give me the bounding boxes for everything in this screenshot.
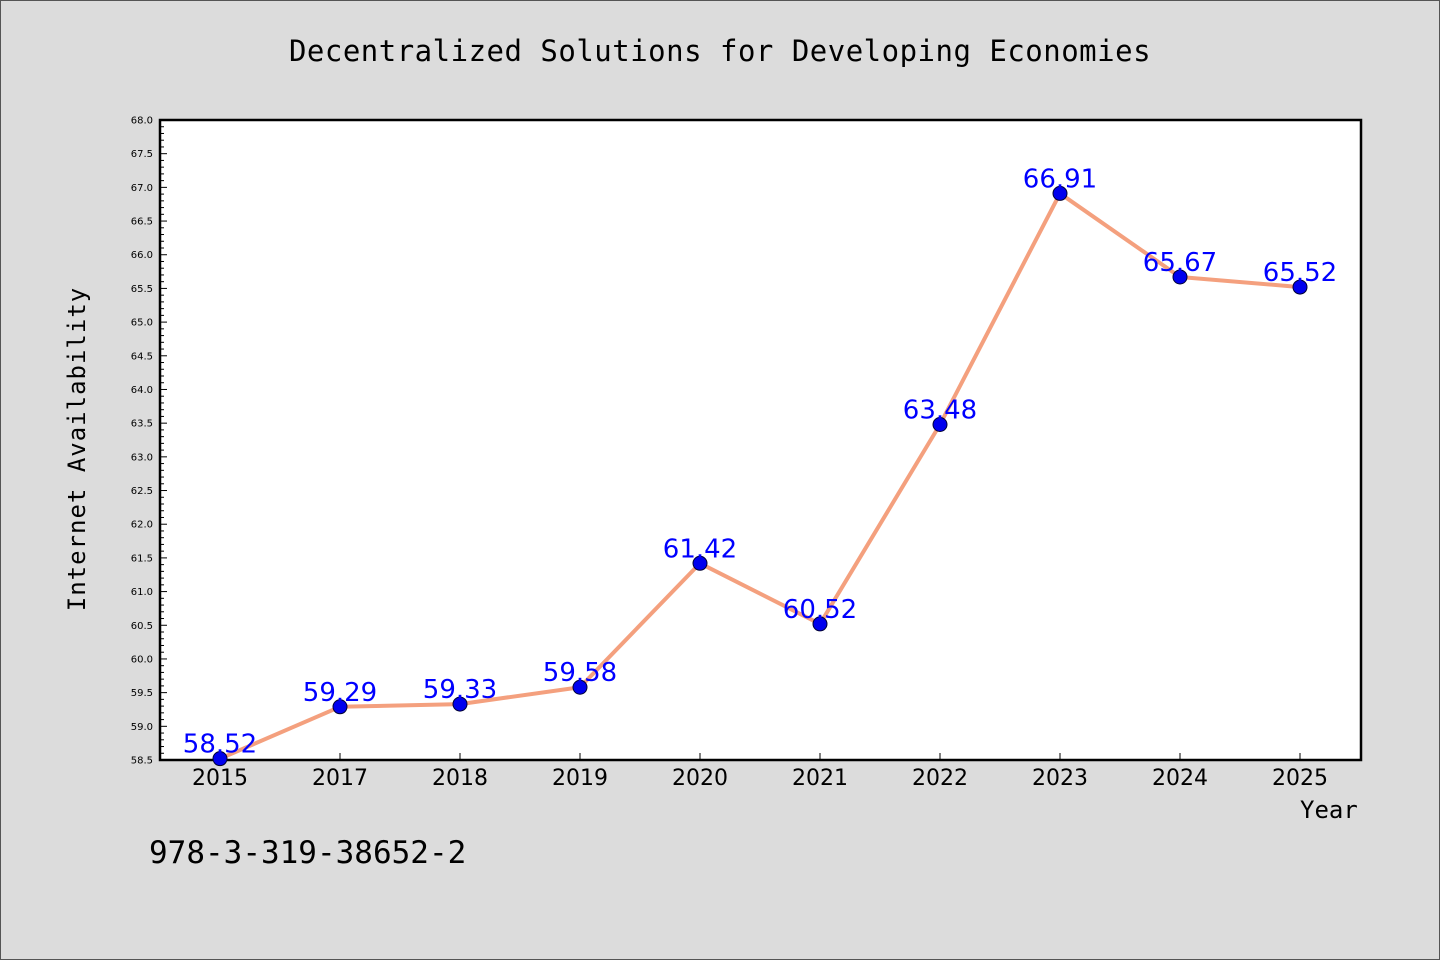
y-tick-label: 63.5 — [131, 419, 153, 430]
x-tick-label: 2023 — [1032, 766, 1088, 791]
data-label: 59.58 — [543, 658, 617, 688]
y-tick-label: 62.5 — [131, 486, 153, 497]
data-point — [452, 696, 468, 712]
x-tick-label: 2022 — [912, 766, 968, 791]
series-line — [218, 191, 1302, 761]
data-label: 59.33 — [423, 675, 497, 705]
y-tick-label: 60.5 — [131, 621, 153, 632]
data-label: 61.42 — [663, 534, 737, 564]
data-point — [1292, 279, 1308, 295]
data-label: 60.52 — [783, 595, 857, 625]
y-tick-label: 67.5 — [131, 149, 153, 160]
data-label: 66.91 — [1023, 164, 1097, 194]
data-label: 58.52 — [183, 730, 257, 760]
y-tick-label: 63.0 — [131, 452, 153, 463]
plot-border — [158, 118, 1363, 762]
data-label: 65.52 — [1263, 258, 1337, 288]
isbn-footnote: 978-3-319-38652-2 — [149, 835, 467, 871]
x-tick-label: 2025 — [1272, 766, 1328, 791]
y-tick-label: 67.0 — [131, 183, 153, 194]
data-point — [1052, 185, 1068, 201]
y-tick-label: 61.5 — [131, 553, 153, 564]
x-tick-label: 2024 — [1152, 766, 1208, 791]
data-point — [692, 555, 708, 571]
plot-area — [160, 120, 1361, 760]
y-tick-label: 61.0 — [131, 587, 153, 598]
y-tick-label: 62.0 — [131, 520, 153, 531]
data-point — [812, 616, 828, 632]
y-tick-label: 66.0 — [131, 250, 153, 261]
x-tick-label: 2017 — [312, 766, 368, 791]
x-tick-label: 2021 — [792, 766, 848, 791]
y-tick-label: 59.0 — [131, 722, 153, 733]
y-tick-label: 64.5 — [131, 351, 153, 362]
x-axis-label: Year — [1300, 796, 1358, 824]
chart-title: Decentralized Solutions for Developing E… — [288, 34, 1152, 68]
y-tick-label: 59.5 — [131, 688, 153, 699]
y-tick-label: 68.0 — [131, 116, 153, 127]
x-tick-label: 2018 — [432, 766, 488, 791]
data-point — [572, 679, 588, 695]
data-point — [1172, 269, 1188, 285]
x-tick-label: 2015 — [192, 766, 248, 791]
y-tick-label: 64.0 — [131, 385, 153, 396]
data-point — [332, 699, 348, 715]
data-label: 59.29 — [303, 678, 377, 708]
data-label: 65.67 — [1143, 248, 1217, 278]
data-point — [932, 417, 948, 433]
data-label: 63.48 — [903, 396, 977, 426]
x-tick-label: 2020 — [672, 766, 728, 791]
x-tick-label: 2019 — [552, 766, 608, 791]
y-tick-label: 58.5 — [131, 756, 153, 767]
y-tick-label: 65.5 — [131, 284, 153, 295]
y-tick-label: 60.0 — [131, 654, 153, 665]
y-tick-label: 65.0 — [131, 318, 153, 329]
y-tick-label: 66.5 — [131, 217, 153, 228]
data-point — [212, 751, 228, 767]
